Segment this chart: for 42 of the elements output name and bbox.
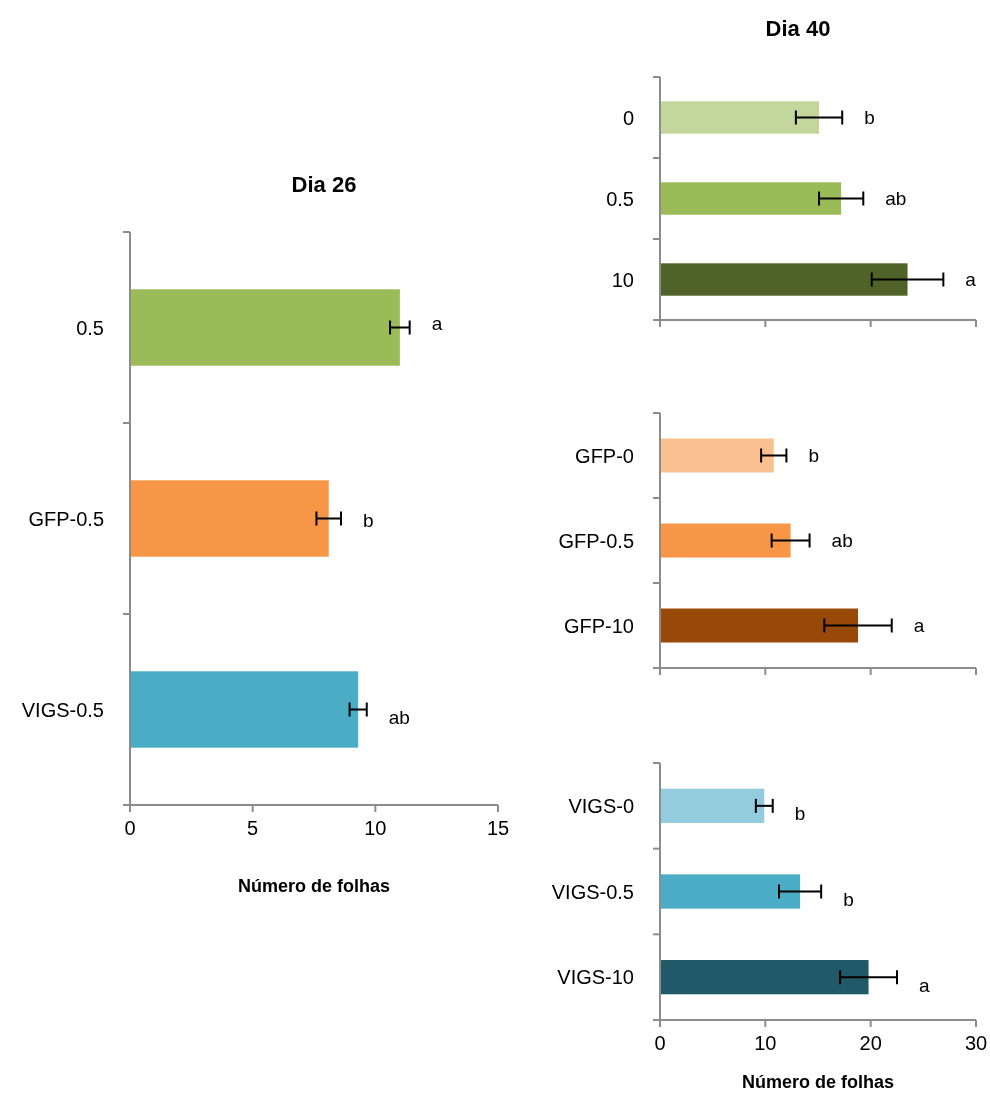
bar xyxy=(660,960,869,995)
annotation: ab xyxy=(388,707,410,728)
x-tick-label: 5 xyxy=(247,817,259,839)
x-tick-label: 30 xyxy=(964,1032,988,1054)
y-tick-label: 0.5 xyxy=(606,187,634,210)
annotation: a xyxy=(919,974,930,996)
y-tick-label: VIGS-0.5 xyxy=(21,698,104,721)
y-tick-label: GFP-10 xyxy=(563,614,634,637)
annotation: a xyxy=(965,269,977,290)
x-axis-title: Número de folhas xyxy=(741,1072,895,1092)
bar xyxy=(660,874,801,909)
bar xyxy=(130,671,359,748)
annotation: b xyxy=(808,445,819,466)
bar xyxy=(130,480,329,557)
y-tick-label: 0.5 xyxy=(76,316,104,339)
bar xyxy=(130,289,400,366)
annotation: b xyxy=(794,803,806,825)
annotation: a xyxy=(913,615,925,636)
y-tick-label: 0 xyxy=(622,106,634,129)
x-tick-label: 0 xyxy=(124,817,136,839)
y-tick-label: GFP-0.5 xyxy=(558,529,634,552)
annotation: a xyxy=(431,313,443,334)
y-tick-label: VIGS-0.5 xyxy=(551,880,634,903)
x-tick-label: 20 xyxy=(859,1032,882,1054)
chart-title: Dia 26 xyxy=(291,172,357,197)
x-axis-title: Número de folhas xyxy=(237,876,391,896)
annotation: b xyxy=(362,510,374,531)
chart-title: Dia 40 xyxy=(765,16,831,41)
y-tick-label: GFP-0 xyxy=(575,444,634,467)
y-tick-label: VIGS-10 xyxy=(557,966,634,989)
annotation: b xyxy=(843,889,854,910)
annotation: b xyxy=(864,107,875,128)
annotation: ab xyxy=(831,530,853,551)
annotation: ab xyxy=(885,188,907,209)
x-tick-label: 10 xyxy=(364,817,387,839)
x-tick-label: 15 xyxy=(486,817,510,839)
y-tick-label: GFP-0.5 xyxy=(28,507,104,530)
x-tick-label: 0 xyxy=(654,1032,666,1054)
bar xyxy=(660,788,765,823)
y-tick-label: VIGS-0 xyxy=(568,794,634,817)
x-tick-label: 10 xyxy=(754,1032,777,1054)
y-tick-label: 10 xyxy=(611,268,634,291)
